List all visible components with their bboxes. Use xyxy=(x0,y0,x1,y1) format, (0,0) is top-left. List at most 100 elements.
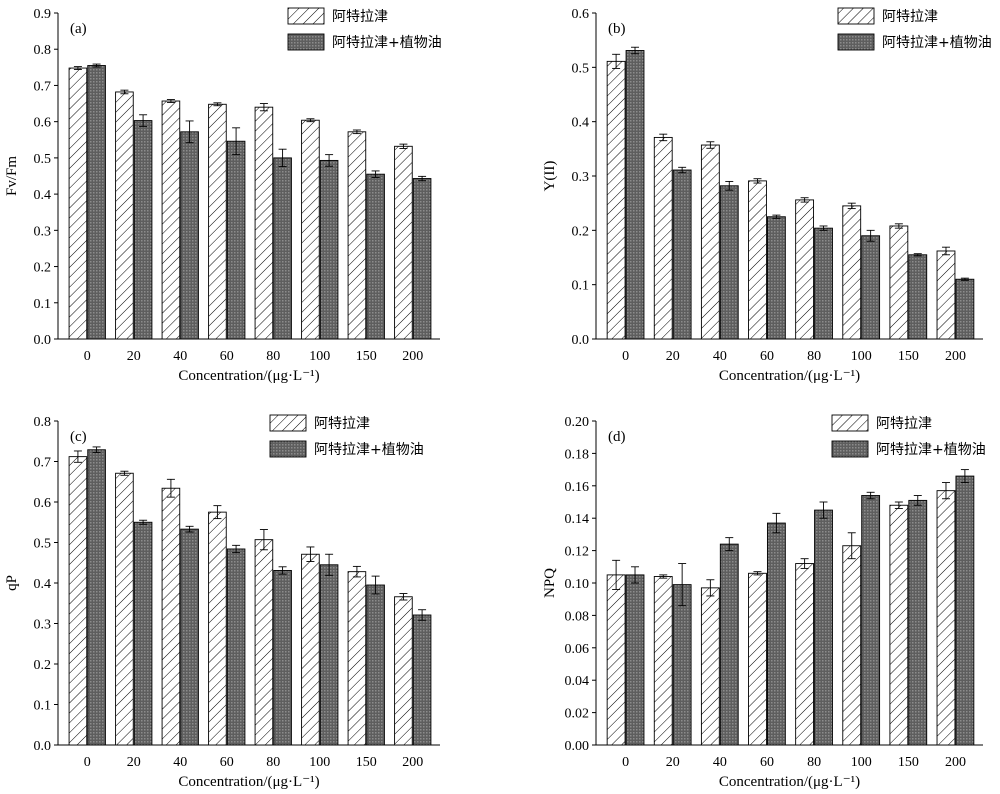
bar-atrazine xyxy=(795,199,815,340)
bar-atrazine-oil xyxy=(226,140,246,340)
bar-atrazine-oil xyxy=(273,157,292,340)
bar-atrazine xyxy=(208,511,227,746)
bar-atrazine xyxy=(68,67,88,340)
bar-atrazine xyxy=(347,571,367,746)
x-tick-label: 40 xyxy=(173,349,187,364)
x-tick-label: 100 xyxy=(309,349,330,364)
x-tick-label: 40 xyxy=(713,349,727,364)
bar-atrazine xyxy=(254,106,274,340)
bar-atrazine-oil xyxy=(87,449,106,746)
legend-label-atrazine-oil: 阿特拉津+植物油 xyxy=(882,35,992,51)
bar-atrazine-oil xyxy=(955,475,975,746)
x-tick-label: 60 xyxy=(220,349,234,364)
y-axis-title: Y(II) xyxy=(542,161,558,192)
bar-atrazine xyxy=(347,131,367,340)
bar-atrazine-oil xyxy=(625,574,645,746)
bar-atrazine-oil xyxy=(366,584,385,746)
y-tick-label: 0.9 xyxy=(34,7,52,22)
bar-atrazine xyxy=(889,225,909,340)
bar-atrazine xyxy=(653,576,673,746)
y-tick-label: 0.7 xyxy=(34,456,52,471)
legend-swatch-atrazine xyxy=(269,414,307,432)
x-tick-label: 200 xyxy=(945,349,966,364)
bar-atrazine-oil xyxy=(955,278,975,340)
bar-atrazine-oil xyxy=(87,65,106,340)
x-tick-label: 100 xyxy=(309,755,330,770)
bar-atrazine xyxy=(254,539,274,746)
legend-label-atrazine-oil: 阿特拉津+植物油 xyxy=(314,442,424,458)
panel-label: (d) xyxy=(608,429,626,445)
legend-label-atrazine-oil: 阿特拉津+植物油 xyxy=(876,442,986,458)
x-tick-label: 80 xyxy=(266,755,280,770)
legend-label-atrazine: 阿特拉津 xyxy=(882,9,938,25)
bar-atrazine-oil xyxy=(412,178,432,340)
x-tick-label: 80 xyxy=(807,349,821,364)
y-tick-label: 0.2 xyxy=(572,224,590,239)
bar-atrazine-oil xyxy=(412,614,432,746)
bar-atrazine-oil xyxy=(625,50,645,340)
bar-atrazine xyxy=(700,144,720,340)
y-tick-label: 0.0 xyxy=(572,333,590,348)
x-tick-label: 60 xyxy=(220,755,234,770)
y-tick-label: 0.06 xyxy=(565,642,590,657)
bar-atrazine xyxy=(842,205,862,340)
legend-label-atrazine: 阿特拉津 xyxy=(876,416,932,432)
x-tick-label: 200 xyxy=(402,349,423,364)
panel-b: 0.0 0.1 0.2 0.3 0.4 0.5 0.6 Y(II) Concentration/… xyxy=(542,7,992,384)
bar-atrazine-oil xyxy=(366,173,385,340)
legend-swatch-atrazine-oil xyxy=(287,33,325,51)
y-tick-label: 0.4 xyxy=(572,116,590,131)
bar-atrazine-oil xyxy=(814,509,833,746)
x-axis-title: Concentration/(μg·L⁻¹) xyxy=(178,774,319,790)
y-tick-label: 0.04 xyxy=(565,674,590,689)
y-axis-title: qP xyxy=(4,575,20,591)
x-tick-label: 200 xyxy=(402,755,423,770)
y-tick-label: 0.8 xyxy=(34,415,52,430)
bar-atrazine-oil xyxy=(908,499,928,746)
bar-atrazine xyxy=(795,563,815,746)
bar-atrazine-oil xyxy=(908,254,928,340)
x-tick-label: 0 xyxy=(622,349,629,364)
bar-atrazine xyxy=(394,596,413,746)
bar-atrazine xyxy=(842,545,862,746)
y-tick-label: 0.7 xyxy=(34,79,52,94)
y-tick-label: 0.5 xyxy=(34,537,52,552)
x-tick-label: 100 xyxy=(851,349,872,364)
bar-atrazine-oil xyxy=(226,548,246,746)
legend-swatch-atrazine-oil xyxy=(837,33,875,51)
bar-atrazine xyxy=(606,60,626,340)
x-tick-label: 80 xyxy=(266,349,280,364)
y-tick-label: 0.16 xyxy=(565,480,590,495)
x-tick-label: 80 xyxy=(807,755,821,770)
bar-atrazine xyxy=(115,91,134,340)
bar-atrazine xyxy=(606,574,626,746)
y-tick-label: 0.2 xyxy=(34,261,52,276)
bar-atrazine xyxy=(394,145,413,340)
bar-atrazine xyxy=(301,553,320,746)
x-tick-label: 200 xyxy=(945,755,966,770)
bar-atrazine-oil xyxy=(180,131,199,340)
x-tick-label: 20 xyxy=(127,755,141,770)
bar-atrazine xyxy=(68,456,88,746)
y-tick-label: 0.5 xyxy=(34,152,52,167)
bar-atrazine-oil xyxy=(672,169,692,340)
bar-atrazine-oil xyxy=(319,159,339,340)
bar-atrazine xyxy=(936,250,956,340)
bar-atrazine-oil xyxy=(766,522,786,746)
x-axis-title: Concentration/(μg·L⁻¹) xyxy=(178,368,319,384)
bar-atrazine xyxy=(653,136,673,340)
x-tick-label: 40 xyxy=(173,755,187,770)
y-tick-label: 0.1 xyxy=(34,297,52,312)
legend-label-atrazine: 阿特拉津 xyxy=(314,416,370,432)
y-tick-label: 0.6 xyxy=(34,116,52,131)
x-tick-label: 0 xyxy=(622,755,629,770)
bar-atrazine-oil xyxy=(672,584,692,746)
y-tick-label: 0.10 xyxy=(565,577,590,592)
bar-atrazine-oil xyxy=(319,564,339,746)
bar-atrazine-oil xyxy=(719,543,739,746)
bar-atrazine-oil xyxy=(719,185,739,340)
y-tick-label: 0.20 xyxy=(565,415,590,430)
y-tick-label: 0.4 xyxy=(34,188,52,203)
